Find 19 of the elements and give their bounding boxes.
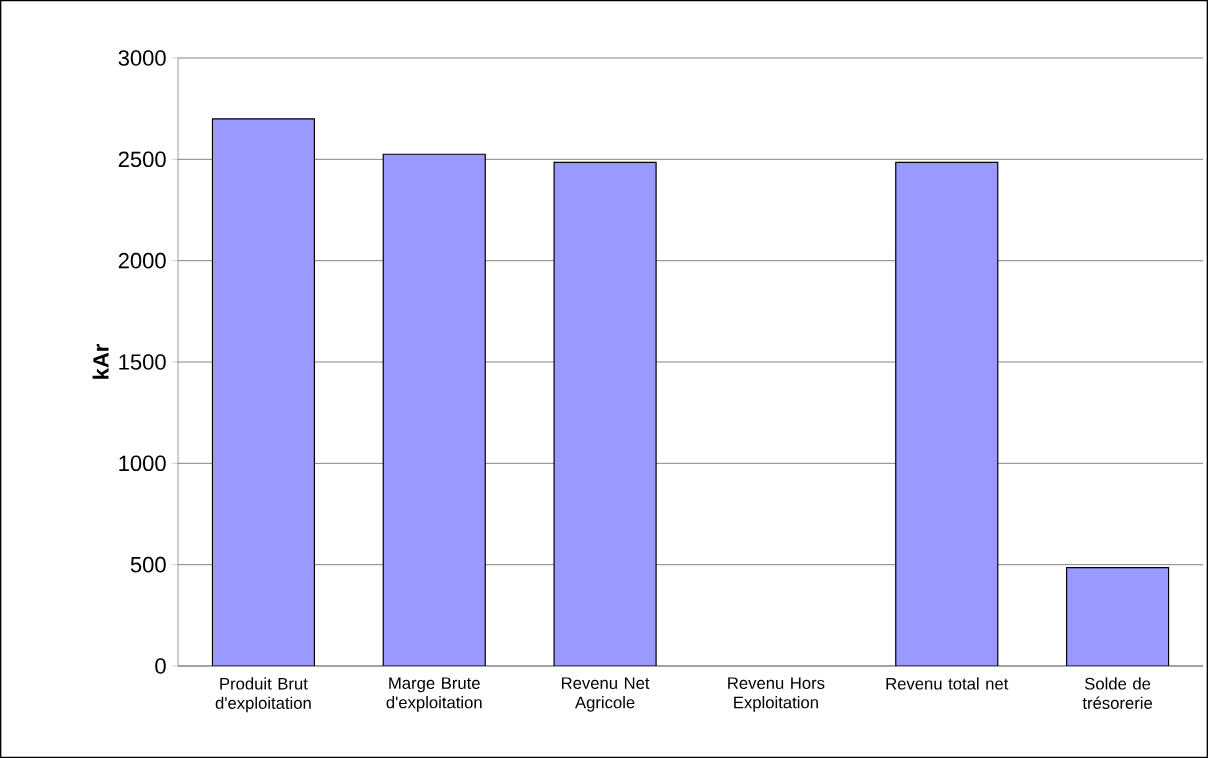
- y-tick-label: 3000: [118, 50, 166, 66]
- y-tick-label: 1500: [119, 354, 166, 370]
- x-tick-label: Revenu Hors Exploitation: [728, 677, 825, 712]
- x-tick-label: Marge Brute d'exploitation: [386, 677, 482, 712]
- y-tick-label: 2000: [118, 252, 166, 269]
- y-tick-label: 1000: [119, 455, 166, 472]
- y-tick-label: 2500: [118, 151, 166, 168]
- bar: [895, 161, 999, 666]
- x-tick-label: Revenu Net Agricole: [561, 677, 650, 712]
- y-tick-label: 500: [130, 556, 166, 573]
- y-tick-label: 0: [155, 658, 166, 674]
- x-tick-label: Produit Brut d'exploitation: [215, 677, 311, 713]
- bar: [1065, 567, 1170, 666]
- bar: [211, 118, 316, 666]
- x-tick-label: Solde de trésorerie: [1082, 677, 1153, 709]
- x-tick-label: Revenu total net: [886, 677, 1009, 690]
- bar: [553, 161, 657, 666]
- y-axis-title: kAr: [92, 344, 109, 379]
- bar: [382, 153, 486, 666]
